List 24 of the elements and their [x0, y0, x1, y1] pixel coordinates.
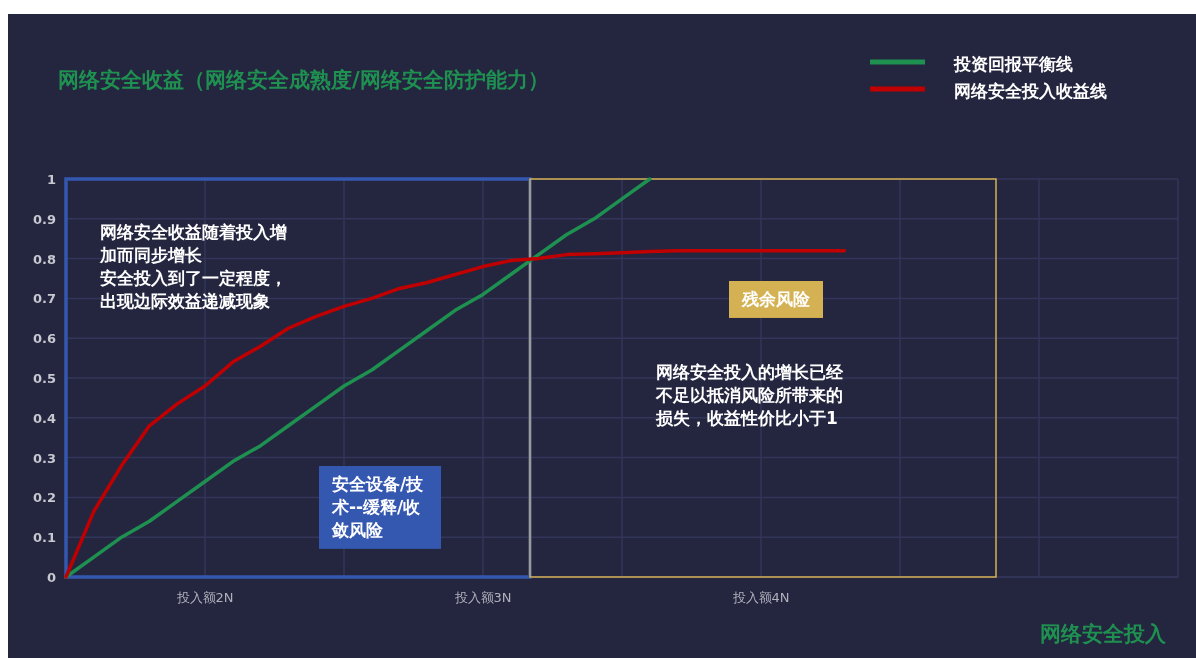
y-tick-label: 1: [46, 172, 56, 187]
y-tick-label: 0.1: [32, 530, 56, 546]
y-tick-label: 0: [46, 570, 56, 585]
y-tick-label: 0.2: [32, 490, 56, 506]
y-tick-label: 0.6: [32, 331, 56, 347]
chart-title: 网络安全收益（网络安全成熟度/网络安全防护能力）: [58, 68, 549, 92]
annotation: 网络安全投入的增长已经不足以抵消风险所带来的损失，收益性价比小于1: [655, 362, 844, 428]
legend-label: 网络安全投入收益线: [954, 81, 1107, 101]
y-tick-label: 0.8: [32, 251, 56, 267]
y-tick-label: 0.3: [32, 450, 56, 466]
x-tick-label: 投入额2N: [175, 590, 234, 605]
y-tick-label: 0.5: [32, 371, 56, 386]
annotation: 网络安全收益随着投入增加而同步增长: [99, 222, 287, 265]
x-tick-label: 投入额3N: [453, 590, 512, 605]
y-tick-label: 0.9: [32, 211, 56, 227]
line-series: [64, 248, 847, 579]
annotation: 安全投入到了一定程度，出现边际效益递减现象: [100, 268, 287, 311]
legend-label: 投资回报平衡线: [953, 54, 1073, 74]
annotation: 残余风险: [741, 289, 811, 309]
y-tick-label: 0.7: [32, 291, 56, 307]
y-tick-label: 0.4: [32, 410, 56, 426]
annotation: 安全设备/技术--缓释/收敛风险: [331, 474, 425, 540]
x-tick-label: 投入额4N: [731, 590, 790, 605]
x-axis-title: 网络安全投入: [1040, 622, 1167, 646]
